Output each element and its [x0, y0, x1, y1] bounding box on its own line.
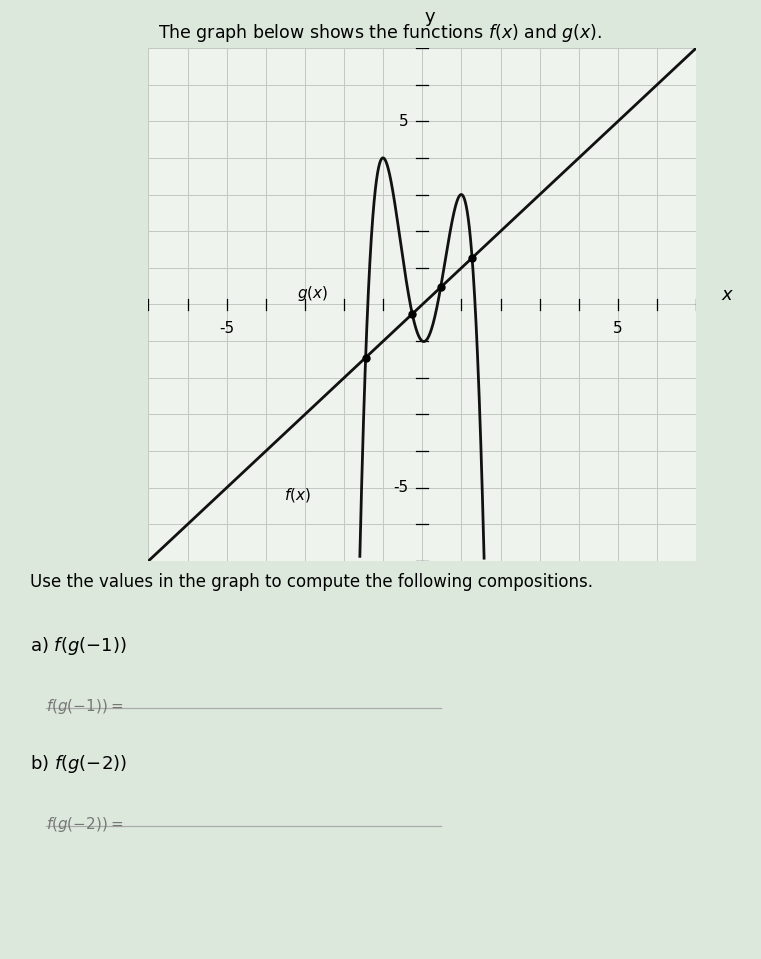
Text: -5: -5 — [219, 321, 234, 336]
Text: $g(x)$: $g(x)$ — [297, 284, 329, 303]
Text: $f(g(-1))=$: $f(g(-1))=$ — [46, 697, 123, 716]
Text: 5: 5 — [399, 114, 409, 129]
Text: 5: 5 — [613, 321, 622, 336]
Text: a) $f(g(-1))$: a) $f(g(-1))$ — [30, 635, 127, 657]
Text: Use the values in the graph to compute the following compositions.: Use the values in the graph to compute t… — [30, 573, 594, 591]
Text: The graph below shows the functions $f(x)$ and $g(x)$.: The graph below shows the functions $f(x… — [158, 22, 603, 44]
Text: $f(x)$: $f(x)$ — [284, 486, 310, 504]
Text: b) $f(g(-2))$: b) $f(g(-2))$ — [30, 753, 127, 775]
Text: x: x — [721, 287, 732, 304]
Text: y: y — [425, 8, 435, 26]
Text: -5: -5 — [393, 480, 409, 495]
Text: $f(g(-2))=$: $f(g(-2))=$ — [46, 815, 123, 834]
